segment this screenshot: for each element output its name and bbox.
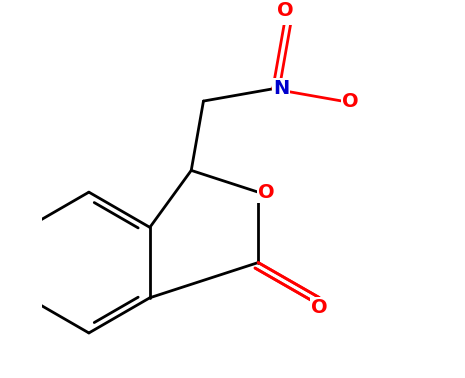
Text: N: N (273, 79, 289, 98)
Text: O: O (311, 297, 327, 316)
Text: O: O (258, 183, 275, 201)
Text: O: O (277, 0, 293, 20)
Text: O: O (342, 91, 359, 110)
